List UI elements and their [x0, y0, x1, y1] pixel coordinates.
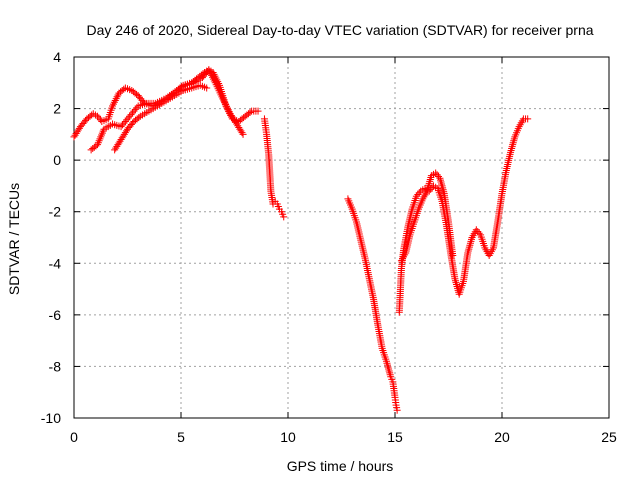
data-point-interp: [383, 359, 391, 367]
data-point: [126, 112, 134, 120]
data-point-interp: [451, 277, 459, 285]
data-point-interp: [384, 361, 392, 369]
data-point-interp: [123, 116, 131, 124]
data-point-interp: [135, 114, 143, 122]
data-point-interp: [465, 243, 473, 251]
data-point-interp: [133, 104, 141, 112]
data-point-interp: [414, 191, 422, 199]
data-point-interp: [124, 114, 132, 122]
data-point-interp: [509, 139, 517, 147]
data-point-interp: [508, 143, 516, 151]
data-point: [393, 406, 401, 414]
data-point: [432, 169, 440, 177]
data-point-interp: [95, 114, 103, 122]
data-point-interp: [246, 108, 254, 116]
data-point-interp: [415, 189, 423, 197]
data-point: [203, 84, 211, 92]
data-point-interp: [130, 107, 138, 115]
data-point: [472, 226, 480, 234]
data-point-interp: [507, 146, 515, 154]
grid-lines: [74, 57, 609, 418]
data-point-interp: [386, 371, 394, 379]
data-point-interp: [510, 137, 518, 145]
data-points: [70, 66, 532, 414]
data-point: [412, 192, 420, 200]
data-point-interp: [120, 119, 128, 127]
data-point-interp: [466, 239, 474, 247]
data-point-interp: [82, 116, 90, 124]
data-point-interp: [439, 186, 447, 194]
y-tick-label: -6: [49, 307, 62, 323]
data-point-interp: [129, 119, 137, 127]
data-point: [117, 123, 125, 131]
data-point-interp: [384, 363, 392, 371]
x-tick-label: 25: [601, 429, 617, 445]
data-point-interp: [435, 172, 443, 180]
data-point-interp: [133, 90, 141, 98]
data-point-interp: [475, 229, 483, 237]
x-tick-label: 0: [70, 429, 78, 445]
data-point: [280, 213, 288, 221]
x-tick-label: 5: [177, 429, 185, 445]
data-point-interp: [433, 171, 441, 179]
axes: [73, 56, 610, 419]
data-point: [524, 115, 532, 123]
y-tick-label: -4: [49, 255, 62, 271]
data-point-interp: [452, 279, 460, 287]
y-tick-label: 2: [53, 101, 61, 117]
data-point-interp: [509, 141, 517, 149]
data-point-interp: [119, 121, 127, 129]
tick-labels: 0 5 10 15 20 25 -10 -8 -6 -4 -2 0 2 4: [41, 49, 617, 445]
data-point: [239, 130, 247, 138]
x-tick-label: 10: [280, 429, 296, 445]
y-tick-label: -10: [41, 410, 61, 426]
data-point-interp: [238, 129, 246, 137]
x-tick-label: 20: [494, 429, 510, 445]
data-point-interp: [474, 227, 482, 235]
y-axis-label: SDTVAR / TECUs: [6, 183, 22, 295]
data-point-interp: [510, 135, 518, 143]
data-point-interp: [385, 365, 393, 373]
data-point: [449, 252, 457, 260]
data-point: [254, 107, 262, 115]
data-point-interp: [131, 105, 139, 113]
chart-title: Day 246 of 2020, Sidereal Day-to-day VTE…: [86, 22, 593, 38]
data-point-interp: [464, 247, 472, 255]
data-point-interp: [385, 367, 393, 375]
data-point-interp: [453, 281, 461, 289]
plot-frame: [73, 56, 610, 419]
data-point-interp: [128, 109, 136, 117]
data-point-interp: [440, 188, 448, 196]
x-axis-label: GPS time / hours: [287, 458, 394, 474]
data-point-interp: [121, 117, 129, 125]
data-point-interp: [426, 177, 434, 185]
y-tick-label: -8: [49, 358, 62, 374]
data-point: [94, 112, 102, 120]
y-tick-label: -2: [49, 204, 62, 220]
data-point-interp: [438, 180, 446, 188]
data-point-interp: [465, 245, 473, 253]
y-tick-label: 0: [53, 152, 61, 168]
data-point-interp: [386, 369, 394, 377]
data-point-interp: [508, 145, 516, 153]
x-tick-label: 15: [387, 429, 403, 445]
data-point-interp: [426, 175, 434, 183]
data-point-interp: [127, 111, 135, 119]
data-point-interp: [466, 241, 474, 249]
y-tick-label: 4: [53, 49, 61, 65]
